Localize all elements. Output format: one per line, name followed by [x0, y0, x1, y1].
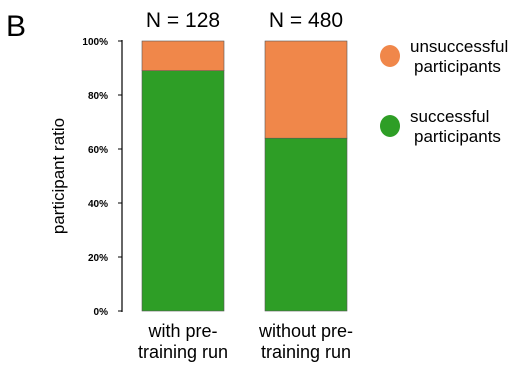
y-axis-label: participant ratio	[49, 118, 68, 234]
legend-label: successful participants	[410, 107, 501, 146]
x-tick-label: with pre-training run	[138, 321, 228, 362]
n-count-label: N = 128	[146, 9, 220, 32]
y-tick-label: 80%	[88, 91, 108, 102]
y-tick-label: 40%	[88, 199, 108, 210]
y-tick-label: 0%	[94, 307, 109, 318]
bar-segment-successful-1	[141, 70, 225, 312]
y-ticks: 0% 20% 40% 60% 80% 100%	[82, 37, 122, 318]
y-tick-label: 60%	[88, 145, 108, 156]
x-labels: with pre-training run without pre-trainin…	[138, 321, 353, 362]
n-count-label: N = 480	[269, 9, 343, 32]
bar-segment-unsuccessful-1	[141, 40, 225, 72]
panel-label: B	[6, 10, 26, 43]
legend-swatch	[380, 115, 400, 137]
bars	[141, 40, 348, 312]
legend-swatch	[380, 45, 400, 67]
bar-segment-unsuccessful-2	[264, 40, 348, 139]
x-tick-label: without pre-training run	[258, 321, 353, 362]
y-tick-label: 100%	[82, 37, 108, 48]
y-tick-label: 20%	[88, 253, 108, 264]
bar-segment-successful-2	[264, 137, 348, 312]
n-labels: N = 128 N = 480	[146, 9, 343, 32]
legend: unsuccessful participants successful partic…	[380, 37, 508, 146]
legend-label: unsuccessful participants	[410, 37, 508, 76]
